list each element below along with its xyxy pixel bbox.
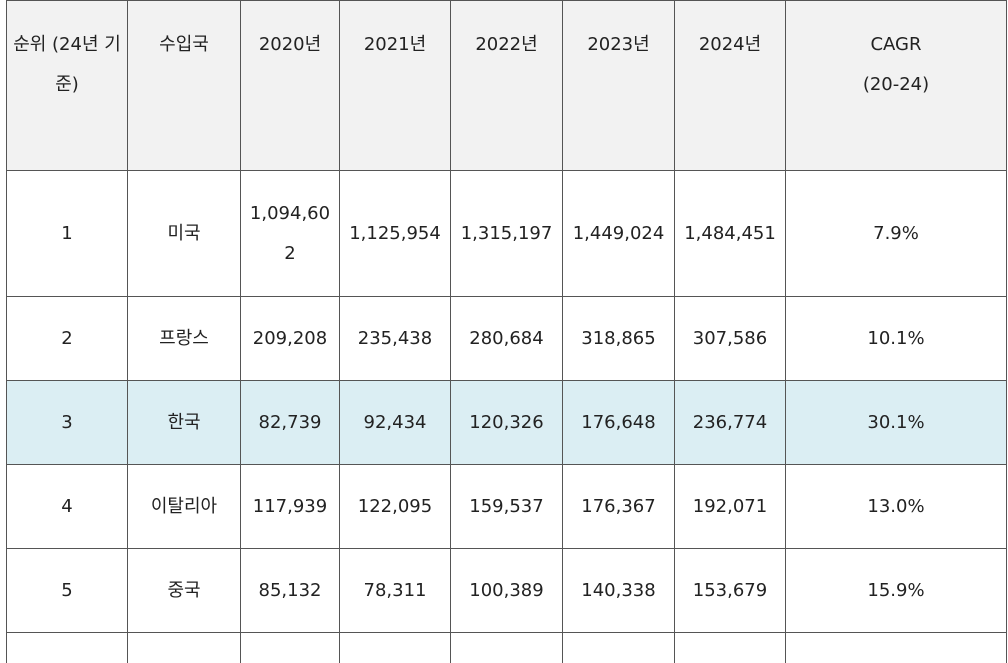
table-cell: 192,071 [675, 465, 786, 549]
table-cell: 85,132 [241, 549, 340, 633]
table-cell: 280,684 [451, 297, 563, 381]
header-cell: 2020년 [241, 1, 340, 171]
table-cell: 117,939 [241, 465, 340, 549]
table-cell: 209,208 [241, 297, 340, 381]
header-cell: 2023년 [563, 1, 675, 171]
table-cell: 30.1% [786, 381, 1007, 465]
table-cell: 15.9% [786, 549, 1007, 633]
table-cell: 13.0% [786, 465, 1007, 549]
empty-cell [563, 633, 675, 663]
table-cell: 미국 [128, 171, 241, 297]
table-cell: 307,586 [675, 297, 786, 381]
table-cell: 159,537 [451, 465, 563, 549]
table-cell: 140,338 [563, 549, 675, 633]
table-cell: 10.1% [786, 297, 1007, 381]
empty-cell [451, 633, 563, 663]
empty-cell [241, 633, 340, 663]
table-cell: 100,389 [451, 549, 563, 633]
table-cell: 이탈리아 [128, 465, 241, 549]
table-cell: 153,679 [675, 549, 786, 633]
table-cell: 236,774 [675, 381, 786, 465]
table-cell: 82,739 [241, 381, 340, 465]
table-cell: 프랑스 [128, 297, 241, 381]
cut-off-row [7, 633, 1007, 663]
table-cell: 92,434 [340, 381, 451, 465]
table-cell: 1,449,024 [563, 171, 675, 297]
empty-cell [675, 633, 786, 663]
empty-cell [340, 633, 451, 663]
header-cell: 2024년 [675, 1, 786, 171]
header-cell: 수입국 [128, 1, 241, 171]
table-cell: 120,326 [451, 381, 563, 465]
table-cell: 176,367 [563, 465, 675, 549]
header-cell: 2021년 [340, 1, 451, 171]
table-cell: 3 [7, 381, 128, 465]
empty-cell [786, 633, 1007, 663]
table-cell: 78,311 [340, 549, 451, 633]
table-cell: 176,648 [563, 381, 675, 465]
table-cell: 235,438 [340, 297, 451, 381]
empty-cell [128, 633, 241, 663]
table-cell: 1 [7, 171, 128, 297]
table-cell: 7.9% [786, 171, 1007, 297]
table-cell: 1,125,954 [340, 171, 451, 297]
empty-cell [7, 633, 128, 663]
table-cell: 1,094,602 [241, 171, 340, 297]
table-cell: 4 [7, 465, 128, 549]
header-cell: 순위 (24년 기준) [7, 1, 128, 171]
table-cell: 5 [7, 549, 128, 633]
header-cell: 2022년 [451, 1, 563, 171]
header-cell: CAGR (20-24) [786, 1, 1007, 171]
table-cell: 2 [7, 297, 128, 381]
table-cell: 중국 [128, 549, 241, 633]
table-cell: 1,315,197 [451, 171, 563, 297]
table-cell: 1,484,451 [675, 171, 786, 297]
table-cell: 한국 [128, 381, 241, 465]
table-cell: 122,095 [340, 465, 451, 549]
table-cell: 318,865 [563, 297, 675, 381]
